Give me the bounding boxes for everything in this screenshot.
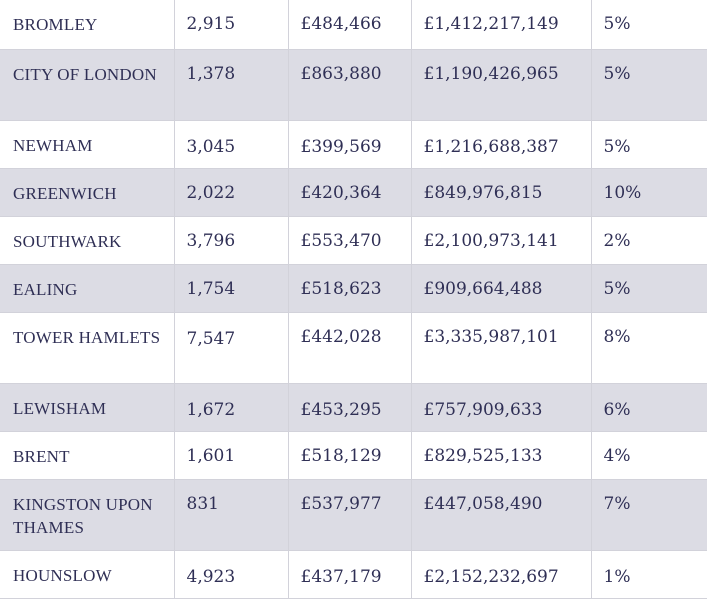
percent-cell: 10% xyxy=(591,168,707,217)
borough-cell: NEWHAM xyxy=(0,120,175,169)
avg-price-cell: £420,364 xyxy=(288,168,412,217)
percent-cell: 6% xyxy=(591,383,707,432)
table-row: HOUNSLOW 4,923 £437,179 £2,152,232,697 1… xyxy=(0,550,707,599)
table-row: EALING 1,754 £518,623 £909,664,488 5% xyxy=(0,264,707,313)
table-row: CITY OF LONDON 1,378 £863,880 £1,190,426… xyxy=(0,49,707,121)
percent-cell: 4% xyxy=(591,431,707,480)
sales-cell: 7,547 xyxy=(174,312,289,384)
total-value-cell: £1,216,688,387 xyxy=(411,120,592,169)
sales-cell: 2,022 xyxy=(174,168,289,217)
sales-cell: 3,045 xyxy=(174,120,289,169)
total-value-cell: £757,909,633 xyxy=(411,383,592,432)
borough-cell: HOUNSLOW xyxy=(0,550,175,599)
percent-cell: 7% xyxy=(591,479,707,551)
sales-cell: 2,915 xyxy=(174,0,289,50)
percent-cell: 5% xyxy=(591,264,707,313)
percent-cell: 8% xyxy=(591,312,707,384)
avg-price-cell: £863,880 xyxy=(288,49,412,121)
borough-cell: SOUTHWARK xyxy=(0,216,175,265)
total-value-cell: £1,412,217,149 xyxy=(411,0,592,50)
avg-price-cell: £518,623 xyxy=(288,264,412,313)
total-value-cell: £1,190,426,965 xyxy=(411,49,592,121)
avg-price-cell: £442,028 xyxy=(288,312,412,384)
borough-cell: EALING xyxy=(0,264,175,313)
total-value-cell: £849,976,815 xyxy=(411,168,592,217)
total-value-cell: £2,100,973,141 xyxy=(411,216,592,265)
sales-cell: 3,796 xyxy=(174,216,289,265)
borough-cell: KINGSTON UPON THAMES xyxy=(0,479,175,551)
avg-price-cell: £399,569 xyxy=(288,120,412,169)
sales-cell: 4,923 xyxy=(174,550,289,599)
avg-price-cell: £437,179 xyxy=(288,550,412,599)
borough-cell: LEWISHAM xyxy=(0,383,175,432)
borough-cell: BRENT xyxy=(0,431,175,480)
percent-cell: 5% xyxy=(591,120,707,169)
avg-price-cell: £553,470 xyxy=(288,216,412,265)
table-row: KINGSTON UPON THAMES 831 £537,977 £447,0… xyxy=(0,479,707,551)
table-row: GREENWICH 2,022 £420,364 £849,976,815 10… xyxy=(0,168,707,217)
sales-cell: 1,672 xyxy=(174,383,289,432)
total-value-cell: £447,058,490 xyxy=(411,479,592,551)
table-row: SOUTHWARK 3,796 £553,470 £2,100,973,141 … xyxy=(0,216,707,265)
avg-price-cell: £537,977 xyxy=(288,479,412,551)
table-row: BRENT 1,601 £518,129 £829,525,133 4% xyxy=(0,431,707,480)
percent-cell: 2% xyxy=(591,216,707,265)
total-value-cell: £2,152,232,697 xyxy=(411,550,592,599)
total-value-cell: £909,664,488 xyxy=(411,264,592,313)
avg-price-cell: £518,129 xyxy=(288,431,412,480)
table-row: LEWISHAM 1,672 £453,295 £757,909,633 6% xyxy=(0,383,707,432)
table-row: TOWER HAMLETS 7,547 £442,028 £3,335,987,… xyxy=(0,312,707,384)
sales-cell: 831 xyxy=(174,479,289,551)
borough-cell: TOWER HAMLETS xyxy=(0,312,175,384)
borough-cell: GREENWICH xyxy=(0,168,175,217)
total-value-cell: £829,525,133 xyxy=(411,431,592,480)
percent-cell: 5% xyxy=(591,0,707,50)
borough-cell: BROMLEY xyxy=(0,0,175,50)
sales-cell: 1,378 xyxy=(174,49,289,121)
sales-cell: 1,754 xyxy=(174,264,289,313)
borough-cell: CITY OF LONDON xyxy=(0,49,175,121)
total-value-cell: £3,335,987,101 xyxy=(411,312,592,384)
percent-cell: 5% xyxy=(591,49,707,121)
avg-price-cell: £453,295 xyxy=(288,383,412,432)
avg-price-cell: £484,466 xyxy=(288,0,412,50)
table-row: NEWHAM 3,045 £399,569 £1,216,688,387 5% xyxy=(0,120,707,169)
sales-cell: 1,601 xyxy=(174,431,289,480)
table-row: BROMLEY 2,915 £484,466 £1,412,217,149 5% xyxy=(0,0,707,50)
percent-cell: 1% xyxy=(591,550,707,599)
